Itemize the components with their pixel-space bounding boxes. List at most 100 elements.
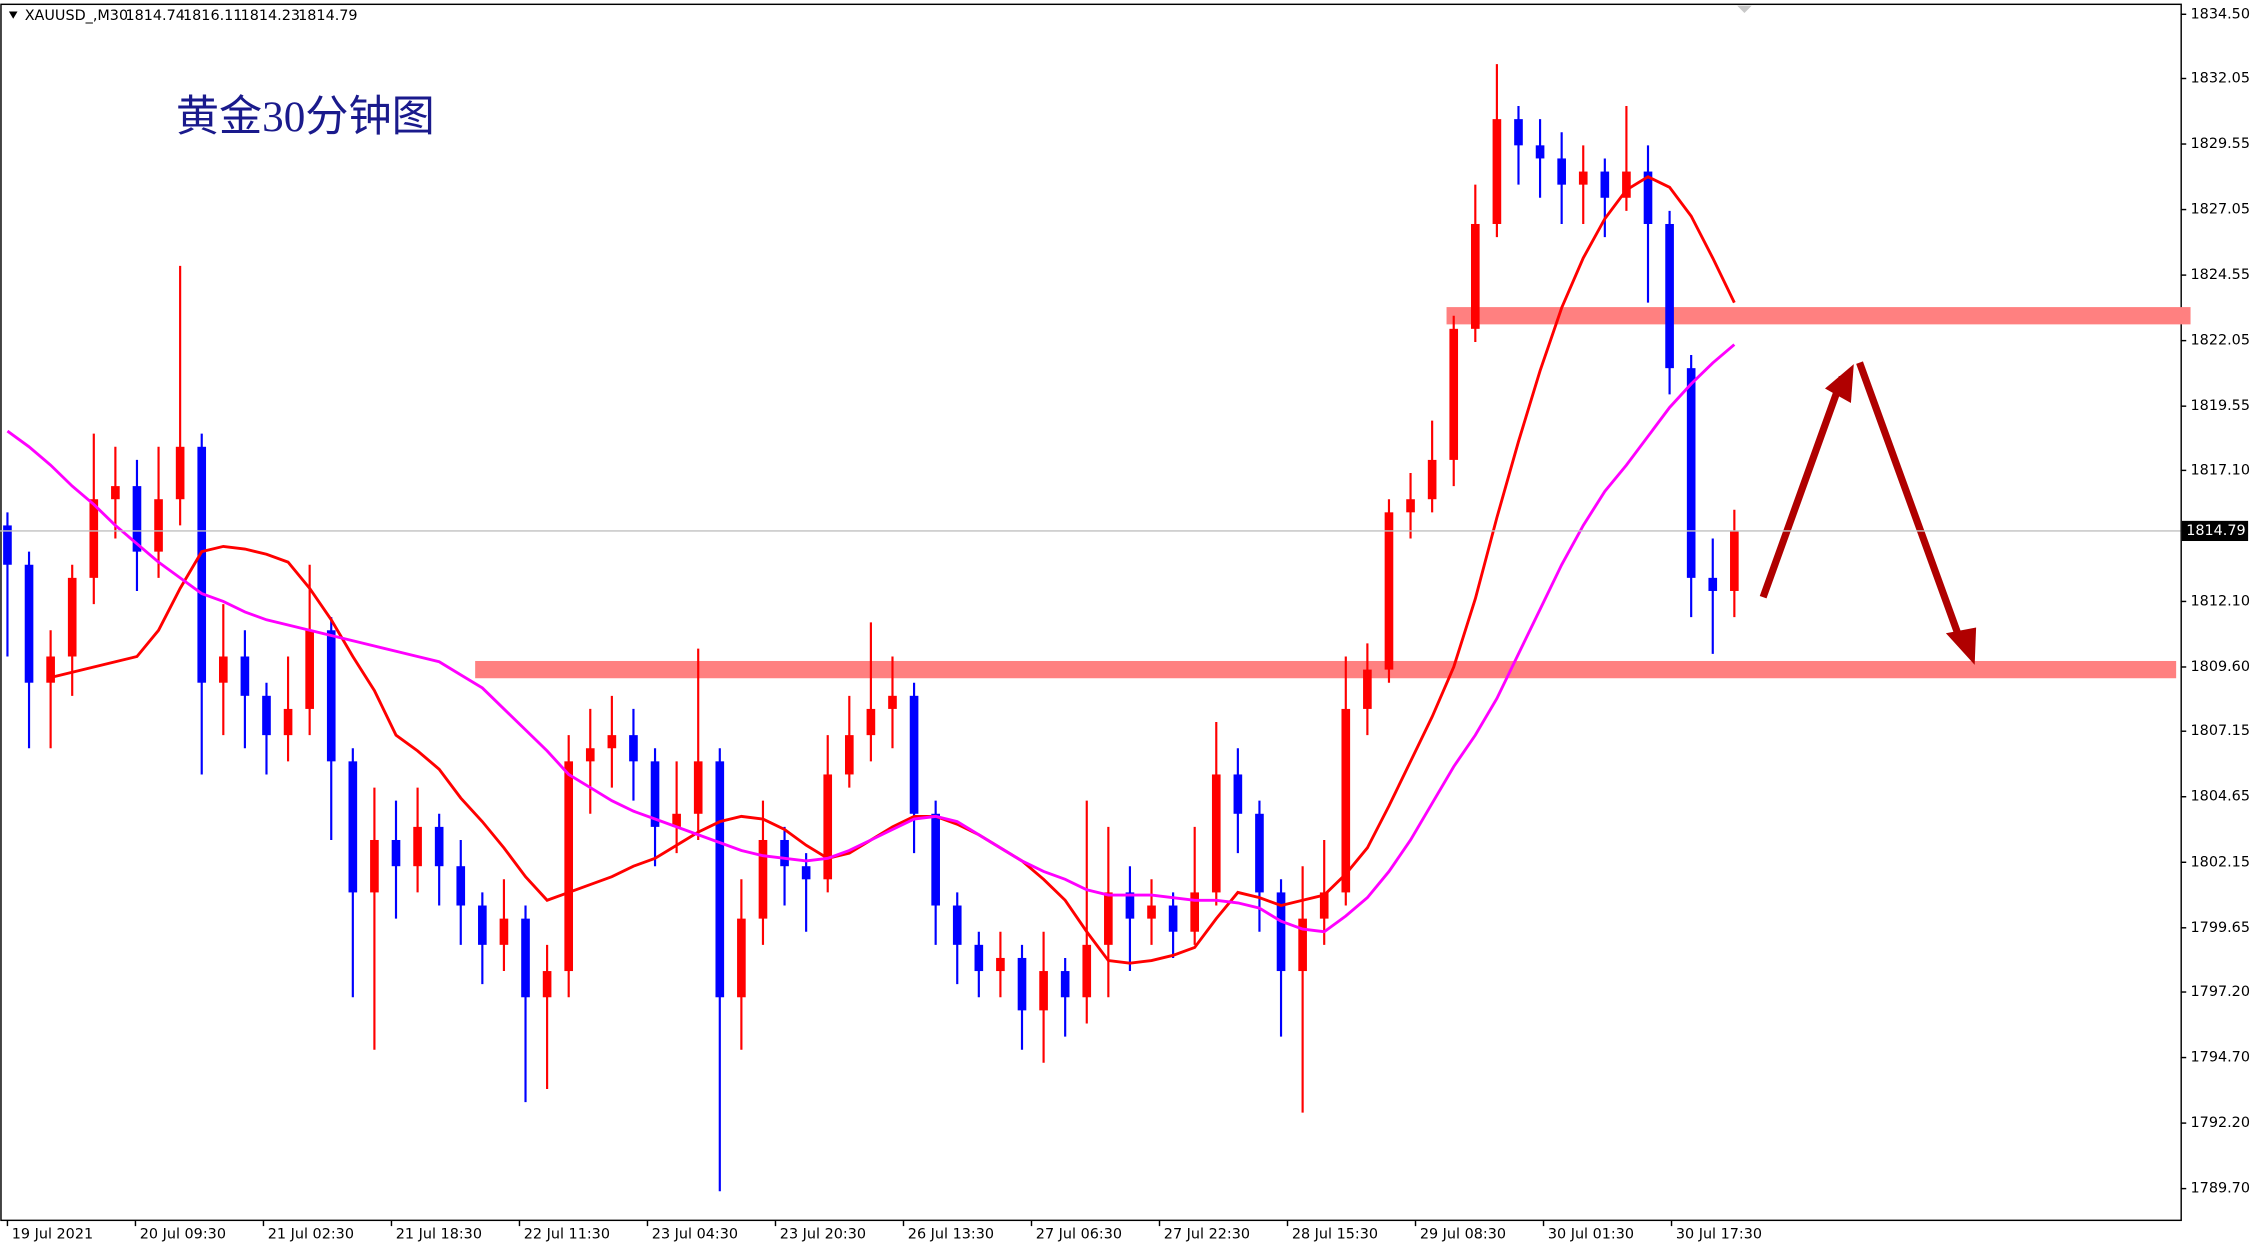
candle-body <box>240 656 250 696</box>
candle-body <box>629 735 638 762</box>
candle-body <box>823 774 833 880</box>
candle-body <box>391 839 401 867</box>
symbol: XAUUSD_,M30 <box>25 8 128 24</box>
candle-body <box>1384 512 1394 670</box>
y-tick-label: 1807.15 <box>2191 723 2250 739</box>
candle-body <box>672 813 681 827</box>
candle-body <box>1298 918 1307 972</box>
x-tick-label: 20 Jul 09:30 <box>140 1227 226 1243</box>
candle-body <box>175 446 185 500</box>
candle-body <box>1104 892 1113 945</box>
y-tick-label: 1812.10 <box>2191 593 2250 609</box>
y-tick-label: 1817.10 <box>2191 462 2250 478</box>
moving-average <box>50 175 1736 965</box>
plot-frame <box>0 3 2182 1222</box>
candle-body <box>564 761 574 972</box>
candle-body <box>931 813 940 906</box>
candle-body <box>1211 774 1221 893</box>
candle-body <box>1492 119 1502 224</box>
x-tick-label: 19 Jul 2021 <box>12 1227 93 1243</box>
candle-body <box>758 839 768 919</box>
candle-body <box>1406 499 1415 513</box>
price-tag <box>2181 520 2249 542</box>
menu-triangle <box>8 11 18 19</box>
candle-body <box>370 839 379 893</box>
info-high: 1816.11 <box>183 8 242 24</box>
candle-body <box>693 761 703 814</box>
zone <box>1446 307 2191 325</box>
candle-body <box>326 630 336 762</box>
y-tick-label: 1819.55 <box>2191 398 2250 414</box>
candle-body <box>996 957 1005 972</box>
candle-body <box>1082 944 1092 998</box>
y-tick-label: 1789.70 <box>2191 1181 2250 1197</box>
plot-area <box>3 64 1739 1192</box>
y-tick-label: 1827.05 <box>2191 202 2250 218</box>
candle-body <box>305 630 314 709</box>
candle-body <box>1319 892 1329 919</box>
candle-body <box>521 918 530 998</box>
candle-body <box>1686 368 1696 578</box>
info-close: 1814.79 <box>298 8 357 24</box>
candle-body <box>1255 813 1264 893</box>
candle-body <box>1622 171 1631 198</box>
zone <box>475 660 2177 679</box>
candle-body <box>46 656 55 683</box>
candle-body <box>1168 905 1178 932</box>
candle-body <box>1535 145 1545 159</box>
candle-body <box>456 866 466 906</box>
annotation: 黄金30分钟图 <box>176 93 435 141</box>
candle-body <box>1363 669 1372 709</box>
candle-body <box>607 735 617 749</box>
shift-marker <box>1737 5 1752 13</box>
candle-body <box>1578 171 1588 185</box>
y-tick-label: 1792.20 <box>2191 1115 2250 1131</box>
candle-body <box>1276 892 1286 972</box>
candle-body <box>1125 892 1135 919</box>
x-tick-label: 23 Jul 04:30 <box>652 1227 738 1243</box>
x-tick-label: 30 Jul 17:30 <box>1676 1227 1762 1243</box>
candle-body <box>952 905 962 945</box>
candle-body <box>262 695 271 736</box>
candle-body <box>737 918 746 998</box>
candle-body <box>154 499 163 552</box>
y-tick-label: 1824.55 <box>2191 267 2250 283</box>
y-tick-label: 1834.50 <box>2191 6 2250 22</box>
candle-body <box>1514 119 1523 146</box>
info-open: 1814.74 <box>125 8 184 24</box>
candle-body <box>1060 971 1070 998</box>
candle-body <box>1190 892 1200 932</box>
zones <box>475 307 2191 679</box>
y-tick-label: 1829.55 <box>2191 136 2250 152</box>
info-low: 1814.23 <box>241 8 300 24</box>
candle-body <box>801 866 811 880</box>
candle-body <box>585 748 595 762</box>
y-tick-label: 1804.65 <box>2191 789 2250 805</box>
candle-body <box>1449 328 1459 460</box>
price-tag-label: 1814.79 <box>2186 523 2245 539</box>
x-tick-label: 27 Jul 06:30 <box>1036 1227 1122 1243</box>
x-tick-label: 22 Jul 11:30 <box>524 1227 610 1243</box>
x-tick-label: 28 Jul 15:30 <box>1292 1227 1378 1243</box>
arrow-up <box>1759 375 1846 599</box>
candle-body <box>715 761 725 998</box>
candle-body <box>348 761 358 893</box>
x-tick-label: 30 Jul 01:30 <box>1548 1227 1634 1243</box>
arrow-down-head <box>1945 627 1977 665</box>
candle-body <box>542 971 552 998</box>
candle-body <box>909 695 919 814</box>
y-tick-label: 1802.15 <box>2191 854 2250 870</box>
candle-body <box>866 708 876 736</box>
candle-body <box>132 486 142 552</box>
y-tick-label: 1797.20 <box>2191 984 2250 1000</box>
y-tick-label: 1794.70 <box>2191 1050 2250 1066</box>
x-tick-label: 26 Jul 13:30 <box>908 1227 994 1243</box>
candle-body <box>67 577 77 657</box>
arrow-up-head <box>1825 364 1854 403</box>
candle-body <box>197 446 207 683</box>
y-tick-label: 1799.65 <box>2191 920 2250 936</box>
candle-body <box>1039 971 1048 1011</box>
